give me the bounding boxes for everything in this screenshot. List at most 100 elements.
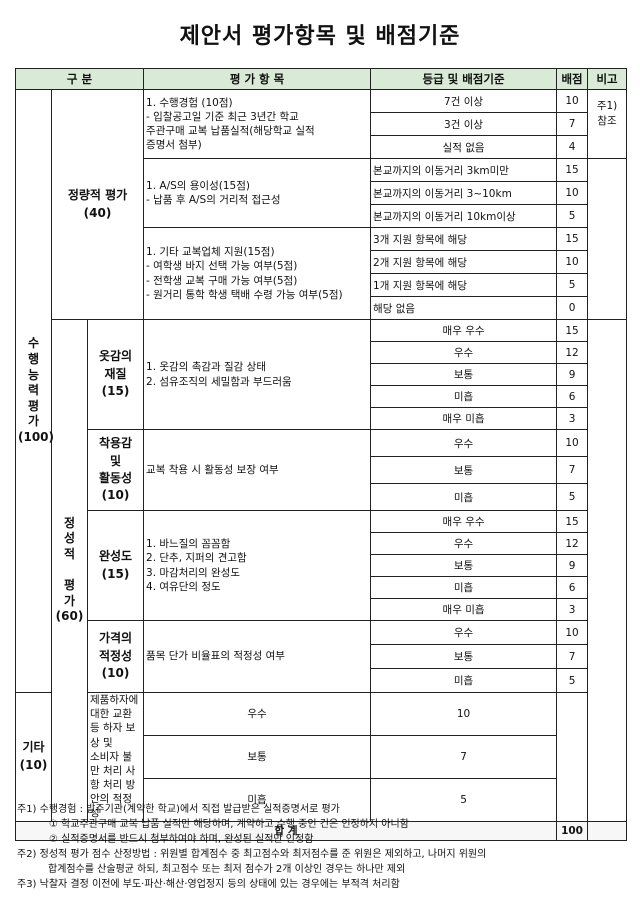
qual-category: 정 성 적 평 가 (60) — [51, 319, 88, 822]
grade-cell: 1개 지원 항목에 해당 — [370, 273, 558, 297]
score-cell: 10 — [556, 89, 589, 113]
grade-cell: 미흡 — [370, 576, 558, 599]
note-cell: 주1) 참조 — [587, 89, 628, 159]
total-label: 합 계 — [14, 820, 558, 841]
note-2: 주2) 정성적 평가 점수 산정방법 : 위원별 합계점수 중 최고점수와 최저… — [17, 849, 487, 860]
table-row: 1개 지원 항목에 해당 5 — [16, 273, 627, 297]
header-note: 비고 — [587, 68, 628, 90]
footnotes: 주1) 수행경험 : 발주기관(계약한 학교)에서 직접 발급받은 실적증명서로… — [17, 802, 632, 892]
score-cell: 0 — [556, 296, 589, 320]
qual-subcategory: 가격의 적정성 (10) — [86, 620, 145, 693]
grade-cell: 우수 — [370, 620, 558, 645]
quant-item-2: 1. A/S의 용이성(15점) - 납품 후 A/S의 거리적 접근성 — [143, 158, 372, 228]
total-score: 100 — [556, 820, 589, 841]
table-row: 기타 (10) 제품하자에 대한 교환 등 하자 보상 및 소비자 불만 처리 … — [15, 692, 627, 822]
grade-cell: 실적 없음 — [370, 135, 558, 159]
grade-cell: 우수 — [370, 429, 558, 457]
table-row: 수 행 능 력 평 가 (100) 정량적 평가 (40) 1. 수행경험 (1… — [15, 89, 628, 693]
grade-cell: 3건 이상 — [370, 112, 558, 136]
table-row: 1. 기타 교복업체 지원(15점) - 여학생 바지 선택 가능 여부(5점)… — [16, 227, 627, 320]
grade-cell: 보통 — [370, 554, 558, 577]
score-cell: 10 — [556, 429, 589, 457]
score-cell: 5 — [556, 204, 589, 228]
grade-cell: 보통 — [370, 456, 558, 484]
score-cell: 10 — [556, 620, 589, 645]
note-1b: ② 실적증명서를 반드시 첨부하여야 하며, 완성된 실적만 인정함 — [49, 834, 314, 845]
grade-cell: 매우 우수 — [370, 510, 558, 533]
score-cell: 7 — [556, 644, 589, 669]
grade-cell: 보통 — [143, 734, 372, 779]
grade-cell: 미흡 — [370, 385, 558, 408]
score-cell: 7 — [556, 112, 589, 136]
table-row: 가격의 적정성 (10) 품목 단가 비율표의 적정성 여부 우수 10 — [16, 620, 627, 693]
score-cell: 15 — [556, 319, 589, 342]
grade-cell: 본교까지의 이동거리 3~10km — [370, 181, 558, 205]
grade-cell: 미흡 — [370, 483, 558, 511]
score-cell: 10 — [370, 692, 558, 736]
note-3: 주3) 낙찰자 결정 이전에 부도·파산·해산·영업정지 등의 상태에 있는 경… — [17, 879, 400, 890]
grade-cell: 보통 — [370, 644, 558, 669]
quant-category: 정량적 평가 (40) — [50, 89, 145, 320]
score-cell: 5 — [556, 483, 589, 511]
note-1a: ① 학교주관구매 교복 납품 실적만 해당하며, 계약하고 수행 중인 건은 인… — [49, 819, 409, 830]
table-row: 착용감 및 활동성 (10) 교복 착용 시 활동성 보장 여부 우수 10 — [16, 429, 627, 511]
total-note — [587, 820, 628, 841]
qual-subcategory: 옷감의 재질 (15) — [86, 319, 145, 430]
grade-cell: 우수 — [370, 341, 558, 364]
qual-subcategory: 기타 (10) — [15, 692, 52, 822]
score-cell: 6 — [556, 576, 589, 599]
table-row: 보통 7 — [16, 734, 627, 779]
qual-item: 품목 단가 비율표의 적정성 여부 — [143, 620, 372, 693]
table-header-row: 구 분 평 가 항 목 등급 및 배점기준 배점 비고 — [14, 68, 628, 90]
grade-cell: 매우 미흡 — [370, 407, 558, 430]
grade-cell: 3개 지원 항목에 해당 — [370, 227, 558, 251]
qual-item: 1. 바느질의 꼼꼼함 2. 단추, 지퍼의 견고함 3. 마감처리의 완성도 … — [143, 510, 372, 621]
total-row: 합 계 100 — [14, 820, 628, 841]
main-category: 수 행 능 력 평 가 (100) — [15, 89, 54, 693]
table-row: 정 성 적 평 가 (60) 옷감의 재질 (15) 1. 옷감의 촉감과 질감… — [16, 319, 628, 822]
grade-cell: 해당 없음 — [370, 296, 558, 320]
score-cell: 10 — [556, 250, 589, 274]
note-cell — [587, 319, 628, 822]
table-row: 본교까지의 이동거리 3~10km 10 — [16, 181, 627, 205]
note-1: 주1) 수행경험 : 발주기관(계약한 학교)에서 직접 발급받은 실적증명서로… — [17, 804, 340, 815]
qual-subcategory: 착용감 및 활동성 (10) — [86, 429, 145, 511]
grade-cell: 매우 우수 — [370, 319, 558, 342]
table-row: 미흡 6 — [16, 385, 627, 408]
table-row: 완성도 (15) 1. 바느질의 꼼꼼함 2. 단추, 지퍼의 견고함 3. 마… — [16, 510, 627, 621]
score-cell: 12 — [556, 341, 589, 364]
evaluation-table: 구 분 평 가 항 목 등급 및 배점기준 배점 비고 수 행 능 력 평 가 … — [14, 68, 628, 841]
grade-cell: 미흡 — [370, 668, 558, 693]
table-row: 보통 7 — [16, 456, 627, 484]
quant-item-1: 1. 수행경험 (10점) - 입찰공고일 기준 최근 3년간 학교 주관구매 … — [143, 89, 372, 159]
grade-cell: 미흡 — [143, 777, 372, 822]
table-row: 해당 없음 0 — [16, 296, 627, 320]
grade-cell: 보통 — [370, 363, 558, 386]
table-row: 3건 이상 7 — [16, 112, 627, 136]
header-division: 구 분 — [14, 68, 145, 90]
grade-cell: 우수 — [370, 532, 558, 555]
grade-cell: 2개 지원 항목에 해당 — [370, 250, 558, 274]
score-cell: 15 — [556, 510, 589, 533]
table-row: 2개 지원 항목에 해당 10 — [16, 250, 627, 274]
grade-cell: 본교까지의 이동거리 10km이상 — [370, 204, 558, 228]
qual-item: 1. 옷감의 촉감과 질감 상태 2. 섬유조직의 세밀함과 부드러움 — [143, 319, 372, 430]
score-cell: 3 — [556, 407, 589, 430]
table-row: 보통 7 — [16, 644, 627, 669]
header-items: 평 가 항 목 — [143, 68, 372, 90]
page-title: 제안서 평가항목 및 배점기준 — [179, 24, 461, 49]
score-cell: 5 — [556, 273, 589, 297]
table-row: 미흡 5 — [16, 668, 627, 693]
grade-cell: 7건 이상 — [370, 89, 558, 113]
score-cell: 3 — [556, 598, 589, 621]
score-cell: 12 — [556, 532, 589, 555]
score-cell: 6 — [556, 385, 589, 408]
grade-cell: 매우 미흡 — [370, 598, 558, 621]
table-row: 본교까지의 이동거리 10km이상 5 — [16, 204, 627, 228]
qual-item: 제품하자에 대한 교환 등 하자 보상 및 소비자 불만 처리 사항 처리 방안… — [86, 692, 145, 822]
table-row: 1. A/S의 용이성(15점) - 납품 후 A/S의 거리적 접근성 본교까… — [16, 158, 628, 320]
score-cell: 4 — [556, 135, 589, 159]
quant-item-3: 1. 기타 교복업체 지원(15점) - 여학생 바지 선택 가능 여부(5점)… — [143, 227, 372, 320]
qual-subcategory: 완성도 (15) — [86, 510, 145, 621]
